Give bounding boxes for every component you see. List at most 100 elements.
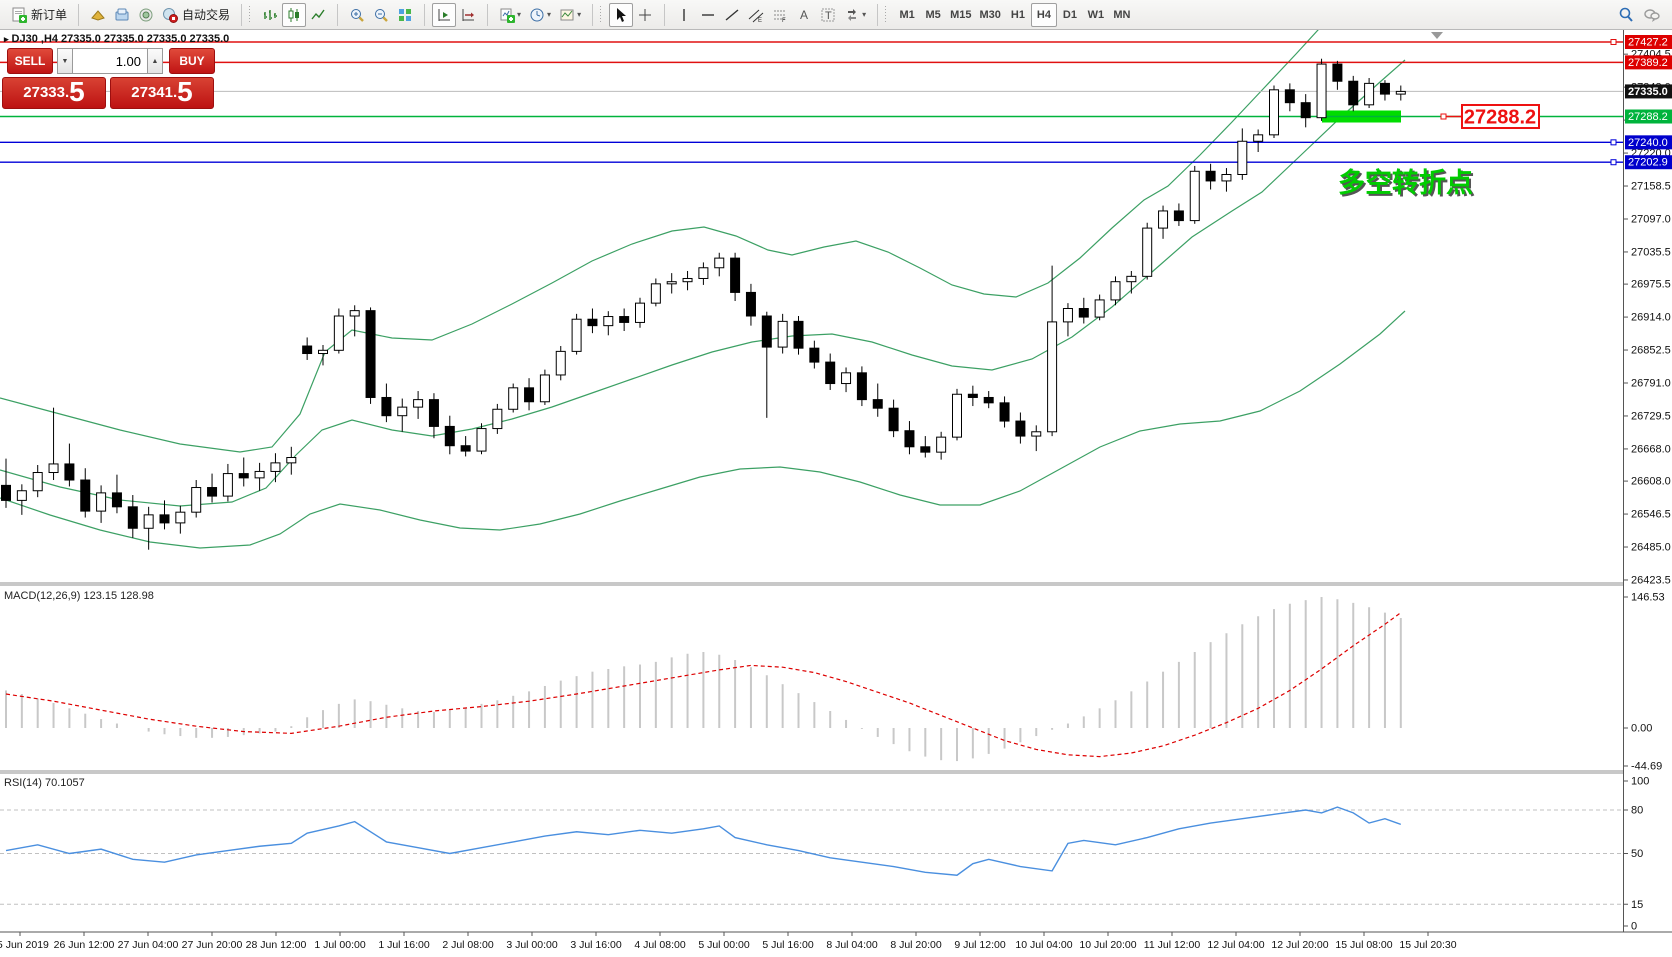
- fibonacci-button[interactable]: F: [768, 3, 792, 27]
- chat-button[interactable]: [1639, 3, 1665, 27]
- toolbar-separator: [424, 3, 426, 26]
- candle-bear: [1300, 102, 1311, 119]
- rsi-indicator-label: RSI(14) 70.1057: [4, 777, 85, 789]
- volume-decrease-button[interactable]: ▼: [57, 48, 73, 74]
- price-badge-label: 27288.2: [1628, 111, 1668, 123]
- auto-scroll-button[interactable]: [456, 3, 480, 27]
- autotrade-button[interactable]: 自动交易: [158, 3, 234, 27]
- periods-button[interactable]: ▾: [525, 3, 555, 27]
- price-badge-label: 27240.0: [1628, 137, 1668, 149]
- macd-axis-label: 0.00: [1631, 723, 1652, 735]
- candle-bull: [508, 387, 519, 410]
- toolbar-separator: [78, 3, 80, 26]
- bollinger-lower-band: [0, 310, 1406, 549]
- buy-button[interactable]: BUY: [169, 48, 215, 74]
- timeframe-M15[interactable]: M15: [950, 8, 972, 21]
- sell-button[interactable]: SELL: [7, 48, 53, 74]
- crosshair-button[interactable]: [633, 3, 657, 27]
- trendline-button[interactable]: [720, 3, 744, 27]
- timeframe-H1[interactable]: H1: [1010, 8, 1025, 21]
- axis-tick-label: 26608.0: [1631, 476, 1671, 488]
- candle-bear: [381, 396, 392, 417]
- text-button[interactable]: A: [792, 3, 816, 27]
- candle-bear: [619, 316, 630, 323]
- timeframe-M5[interactable]: M5: [925, 8, 941, 21]
- price-badge: [1625, 135, 1672, 150]
- tile-windows-button[interactable]: [393, 3, 417, 27]
- channel-icon: E: [748, 9, 764, 23]
- timeframe-M1[interactable]: M1: [899, 8, 915, 21]
- candle-bear: [460, 445, 471, 452]
- cursor-button[interactable]: [609, 2, 634, 27]
- candle-bull: [1189, 170, 1200, 222]
- line-handle[interactable]: [1610, 139, 1617, 146]
- text-label-button[interactable]: T: [816, 3, 840, 27]
- candle-bear: [761, 315, 772, 348]
- candle-chart-button[interactable]: [282, 2, 307, 27]
- axis-tick-label: 26852.5: [1631, 345, 1671, 357]
- cursor-icon: [617, 7, 627, 22]
- candle-bear: [904, 430, 915, 448]
- market-depth-button[interactable]: [134, 3, 158, 27]
- zoom-out-button[interactable]: [369, 3, 393, 27]
- line-handle[interactable]: [1610, 159, 1617, 166]
- candle-bear: [793, 320, 804, 349]
- buy-price-display[interactable]: 27341. 5: [110, 77, 214, 109]
- candle-bull: [1395, 90, 1406, 95]
- candle-bear: [238, 473, 249, 479]
- bar-chart-button[interactable]: [258, 3, 282, 27]
- rsi-axis-label: 80: [1631, 805, 1643, 817]
- indicators-button[interactable]: ▾: [495, 3, 525, 27]
- time-axis-label: 5 Jul 00:00: [698, 939, 750, 951]
- market-watch-button[interactable]: [86, 3, 110, 27]
- price-callout-box[interactable]: [1461, 104, 1540, 130]
- navigator-button[interactable]: [110, 3, 134, 27]
- vertical-line-button[interactable]: [672, 3, 696, 27]
- timeframe-M30[interactable]: M30: [979, 8, 1001, 21]
- time-axis-label: 3 Jul 00:00: [506, 939, 558, 951]
- axis-tick-label: 27035.5: [1631, 246, 1671, 258]
- rsi-line: [5, 806, 1402, 876]
- candle-bear: [1348, 80, 1359, 106]
- time-axis-label: 8 Jul 04:00: [826, 939, 878, 951]
- chart-shift-button[interactable]: [432, 2, 457, 27]
- zoom-in-button[interactable]: [345, 3, 369, 27]
- zoom-in-icon: [351, 8, 364, 22]
- candle-bear: [302, 345, 313, 355]
- templates-button[interactable]: ▾: [555, 3, 585, 27]
- callout-anchor[interactable]: [1440, 113, 1447, 120]
- volume-input[interactable]: 1.00: [73, 48, 147, 74]
- candle-bull: [1031, 431, 1042, 437]
- chat-icon: [1644, 8, 1660, 22]
- annotation-text[interactable]: 多空转折点: [1338, 167, 1473, 198]
- chart-shift-marker-icon[interactable]: [1431, 32, 1443, 39]
- volume-increase-button[interactable]: ▲: [147, 48, 163, 74]
- timeframe-D1[interactable]: D1: [1062, 8, 1077, 21]
- candle-bull: [1269, 89, 1279, 136]
- candle-bear: [111, 492, 122, 508]
- svg-text:F: F: [782, 18, 786, 23]
- time-axis-label: 2 Jul 08:00: [442, 939, 494, 951]
- equidistant-channel-button[interactable]: E: [744, 3, 768, 27]
- bar-chart-icon: [264, 9, 278, 20]
- arrows-button[interactable]: ▾: [840, 3, 870, 27]
- macd-signal-line: [5, 612, 1402, 758]
- search-button[interactable]: [1613, 3, 1639, 27]
- candle-bull: [936, 436, 947, 453]
- candle-bull: [143, 514, 154, 529]
- candle-bull: [841, 372, 852, 385]
- line-chart-button[interactable]: [306, 3, 330, 27]
- candle-bear: [1, 484, 11, 501]
- time-axis-label: 15 Jul 08:00: [1335, 939, 1392, 951]
- bollinger-middle-band: [0, 59, 1406, 507]
- horizontal-line-button[interactable]: [696, 3, 720, 27]
- candle-bull: [191, 487, 202, 513]
- sell-price-display[interactable]: 27333. 5: [2, 77, 106, 109]
- line-handle[interactable]: [1610, 39, 1617, 45]
- time-axis-label: 25 Jun 2019: [0, 939, 49, 951]
- price-badge: [1625, 55, 1672, 70]
- timeframe-W1[interactable]: W1: [1087, 8, 1105, 21]
- timeframe-MN[interactable]: MN: [1113, 8, 1131, 21]
- new-order-button[interactable]: 新订单: [7, 3, 71, 27]
- timeframe-H4[interactable]: H4: [1030, 2, 1057, 27]
